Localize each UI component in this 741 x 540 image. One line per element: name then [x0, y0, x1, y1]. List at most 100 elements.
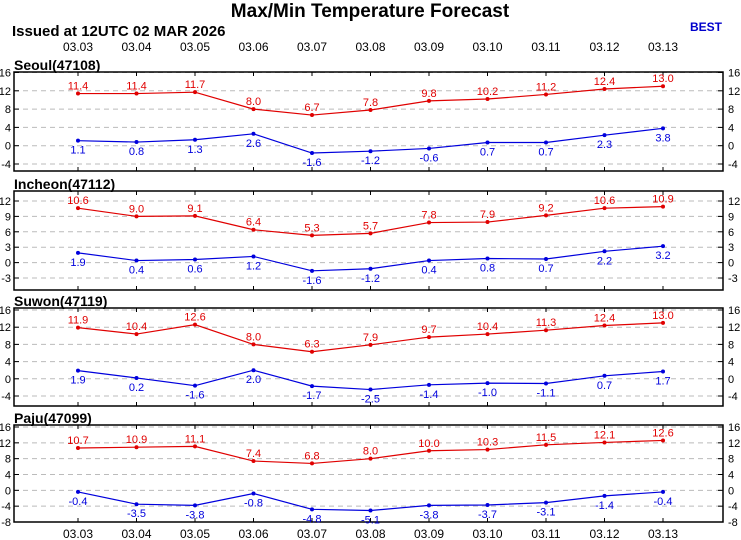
- max-temp-point: [310, 233, 314, 238]
- min-temp-point: [193, 137, 197, 142]
- y-tick-label-right: -4: [728, 391, 738, 403]
- max-temp-label: 7.8: [421, 210, 436, 222]
- bottom-date-label: 03.11: [531, 527, 560, 540]
- max-temp-label: 13.0: [652, 73, 673, 85]
- bottom-date-label: 03.10: [472, 527, 502, 540]
- min-temp-point: [602, 249, 607, 254]
- min-temp-point: [134, 258, 139, 263]
- top-date-label: 03.10: [472, 40, 502, 54]
- y-tick-label-left: -3: [1, 273, 11, 285]
- max-temp-point: [193, 90, 197, 95]
- min-temp-point: [76, 368, 80, 373]
- max-temp-label: 7.9: [363, 332, 378, 344]
- top-date-labels: 03.03 03.04 03.05 03.06 03.07 03.08 03.09 03.10…: [63, 40, 678, 54]
- max-temp-label: 11.5: [536, 432, 557, 444]
- y-tick-label-right: -3: [728, 273, 738, 285]
- min-temp-point: [251, 491, 256, 496]
- max-temp-label: 6.7: [304, 102, 319, 114]
- min-temp-label: 0.4: [421, 265, 436, 277]
- max-temp-label: 11.1: [185, 433, 206, 445]
- max-temp-label: 9.2: [538, 202, 553, 214]
- y-tick-label-right: 0: [728, 141, 734, 153]
- max-temp-label: 11.3: [536, 317, 557, 329]
- y-tick-label-right: 9: [728, 211, 734, 223]
- max-temp-point: [485, 447, 490, 452]
- min-temp-label: -1.0: [478, 387, 497, 399]
- max-temp-label: 5.3: [304, 222, 319, 234]
- min-temp-point: [251, 254, 256, 259]
- bottom-date-label: 03.12: [589, 527, 619, 540]
- min-temp-label: -1.4: [420, 389, 439, 401]
- min-temp-label: 1.2: [246, 260, 261, 272]
- min-temp-label: -3.5: [127, 508, 146, 520]
- y-tick-label-right: 16: [728, 68, 740, 80]
- bottom-date-label: 03.07: [297, 527, 327, 540]
- panel-frame: [13, 71, 724, 172]
- max-temp-label: 7.9: [480, 209, 495, 221]
- max-temp-point: [251, 459, 256, 464]
- max-temp-label: 13.0: [652, 310, 673, 322]
- max-temp-label: 10.4: [477, 321, 498, 333]
- min-temp-label: 0.8: [480, 262, 495, 274]
- max-temp-label: 10.6: [67, 195, 88, 207]
- max-temp-label: 10.4: [126, 321, 147, 333]
- y-tick-label-right: 0: [728, 258, 734, 270]
- bottom-date-labels: 03.03 03.04 03.05 03.06 03.07 03.08 03.09 03.10…: [63, 527, 678, 540]
- min-temp-point: [661, 369, 665, 374]
- max-temp-point: [368, 342, 373, 347]
- max-temp-point: [310, 349, 314, 354]
- bottom-date-label: 03.04: [121, 527, 151, 540]
- y-tick-label-left: 0: [5, 258, 11, 270]
- max-temp-label: 11.7: [185, 79, 206, 91]
- station-panel: Paju(47099) -8 -8 -4 -4 0 0 4 4 8 8 12 12 16 16 10.7 10.…: [0, 410, 740, 529]
- y-tick-label-left: 16: [0, 68, 11, 80]
- min-temp-label: -1.1: [537, 388, 556, 400]
- min-temp-point: [602, 373, 607, 378]
- max-temp-point: [193, 444, 197, 449]
- min-temp-point: [544, 500, 548, 505]
- min-temp-point: [368, 387, 373, 392]
- min-temp-label: 0.8: [129, 146, 144, 158]
- min-temp-label: -0.8: [244, 498, 263, 510]
- top-date-label: 03.11: [531, 40, 560, 54]
- min-temp-point: [602, 493, 607, 498]
- min-temp-label: 1.9: [70, 375, 85, 387]
- min-temp-point: [310, 384, 314, 389]
- max-temp-point: [134, 91, 139, 96]
- min-temp-point: [368, 508, 373, 513]
- y-tick-label-left: 16: [0, 305, 11, 317]
- max-temp-label: 11.4: [126, 81, 147, 93]
- max-temp-label: 5.7: [363, 220, 378, 232]
- y-tick-label-right: -4: [728, 159, 738, 171]
- max-temp-label: 11.9: [68, 315, 89, 327]
- max-temp-label: 12.6: [652, 427, 673, 439]
- max-temp-point: [661, 320, 665, 325]
- max-temp-label: 9.8: [421, 88, 436, 100]
- min-temp-label: -1.7: [303, 390, 322, 402]
- min-temp-label: -0.6: [420, 152, 439, 164]
- min-temp-point: [427, 146, 431, 151]
- max-temp-point: [134, 214, 139, 219]
- min-temp-point: [134, 140, 139, 145]
- min-temp-label: -3.8: [186, 509, 205, 521]
- max-temp-point: [76, 325, 80, 330]
- max-temp-label: 9.0: [129, 203, 144, 215]
- min-temp-point: [368, 266, 373, 271]
- min-temp-label: -3.7: [478, 509, 497, 521]
- y-tick-label-right: -8: [728, 517, 738, 529]
- min-temp-point: [544, 381, 548, 386]
- max-temp-label: 10.3: [477, 437, 498, 449]
- model-label: BEST: [690, 20, 723, 34]
- y-tick-label-right: 3: [728, 242, 734, 254]
- max-temp-label: 6.3: [304, 339, 319, 351]
- max-temp-point: [544, 213, 548, 218]
- max-temp-label: 7.8: [363, 97, 378, 109]
- min-temp-point: [251, 368, 256, 373]
- max-temp-label: 8.0: [363, 446, 378, 458]
- station-name: Incheon(47112): [14, 176, 115, 192]
- y-tick-label-right: 0: [728, 485, 734, 497]
- min-temp-label: 0.7: [480, 146, 495, 158]
- station-name: Paju(47099): [14, 410, 92, 426]
- max-temp-point: [485, 332, 490, 337]
- panel-frame: [13, 307, 724, 407]
